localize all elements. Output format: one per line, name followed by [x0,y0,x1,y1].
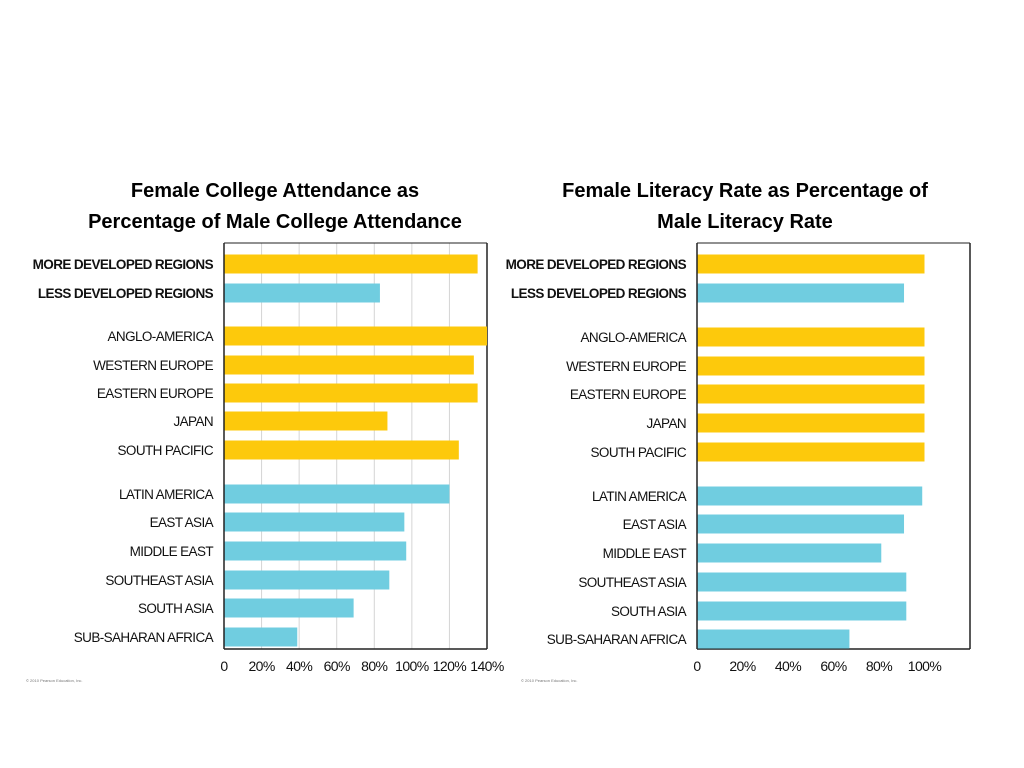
x-tick-label: 100% [395,658,429,674]
x-tick-label: 80% [866,658,892,674]
bar [224,484,450,504]
x-tick-label: 40% [286,658,312,674]
category-label: ANGLO-AMERICA [581,330,687,345]
category-label: SOUTHEAST ASIA [105,573,213,588]
category-label: EASTERN EUROPE [570,387,687,402]
bar [224,541,407,561]
bar [697,283,905,303]
x-tick-label: 100% [908,658,942,674]
bar [697,384,925,404]
bar [697,543,882,563]
x-tick-label: 60% [820,658,846,674]
category-label: SOUTH ASIA [611,604,687,619]
chart-title-line: Female Literacy Rate as Percentage of [562,180,928,202]
chart-title-literacy: Female Literacy Rate as Percentage of Ma… [500,176,990,238]
bar [697,514,905,534]
bar [224,512,405,532]
bar [697,413,925,433]
x-tick-label: 20% [248,658,274,674]
bar [224,283,380,303]
bar [224,570,390,590]
bar [224,355,474,375]
x-tick-label: 40% [775,658,801,674]
category-label: WESTERN EUROPE [566,359,686,374]
category-label: ANGLO-AMERICA [108,329,214,344]
category-label: WESTERN EUROPE [93,358,213,373]
category-label: MORE DEVELOPED REGIONS [33,257,214,272]
category-label: JAPAN [646,416,686,431]
category-label: MIDDLE EAST [603,546,687,561]
bar [224,254,478,274]
category-label: JAPAN [173,414,213,429]
bar [224,627,298,647]
category-label: MIDDLE EAST [130,544,214,559]
category-label: MORE DEVELOPED REGIONS [506,257,687,272]
copyright-credit: © 2010 Pearson Education, Inc. [521,678,578,683]
category-label: SOUTH PACIFIC [118,443,214,458]
category-label: LESS DEVELOPED REGIONS [38,286,214,301]
x-tick-label: 80% [361,658,387,674]
category-label: SOUTH ASIA [138,601,214,616]
bar [697,486,923,506]
bar [224,598,354,618]
category-label: SOUTHEAST ASIA [578,575,686,590]
chart-title-line: Male Literacy Rate [657,211,833,233]
category-label: SUB-SAHARAN AFRICA [74,630,214,645]
category-label: EASTERN EUROPE [97,386,214,401]
x-tick-label: 120% [433,658,467,674]
category-label: EAST ASIA [623,517,687,532]
bar [697,356,925,376]
x-tick-label: 0 [693,658,701,674]
bar [697,442,925,462]
x-tick-label: 20% [729,658,755,674]
x-tick-label: 60% [324,658,350,674]
chart-title-line: Female College Attendance as [130,180,420,202]
bar [224,326,487,346]
chart-title-line: Percentage of Male College Attendance [88,211,462,233]
category-label: LATIN AMERICA [119,487,214,502]
bar [224,440,459,460]
bar [224,383,478,403]
x-tick-label: 0 [220,658,228,674]
bar [697,327,925,347]
copyright-credit: © 2010 Pearson Education, Inc. [26,678,83,683]
category-label: LESS DEVELOPED REGIONS [511,286,687,301]
x-tick-label: 140% [470,658,504,674]
bar [697,572,907,592]
chart-title-college: Female College Attendance as Percentage … [30,176,520,238]
bar [697,629,850,649]
bar [697,254,925,274]
category-label: LATIN AMERICA [592,489,687,504]
category-label: SOUTH PACIFIC [591,445,687,460]
bar [224,411,388,431]
category-label: SUB-SAHARAN AFRICA [547,632,687,647]
bar [697,601,907,621]
category-label: EAST ASIA [150,515,214,530]
